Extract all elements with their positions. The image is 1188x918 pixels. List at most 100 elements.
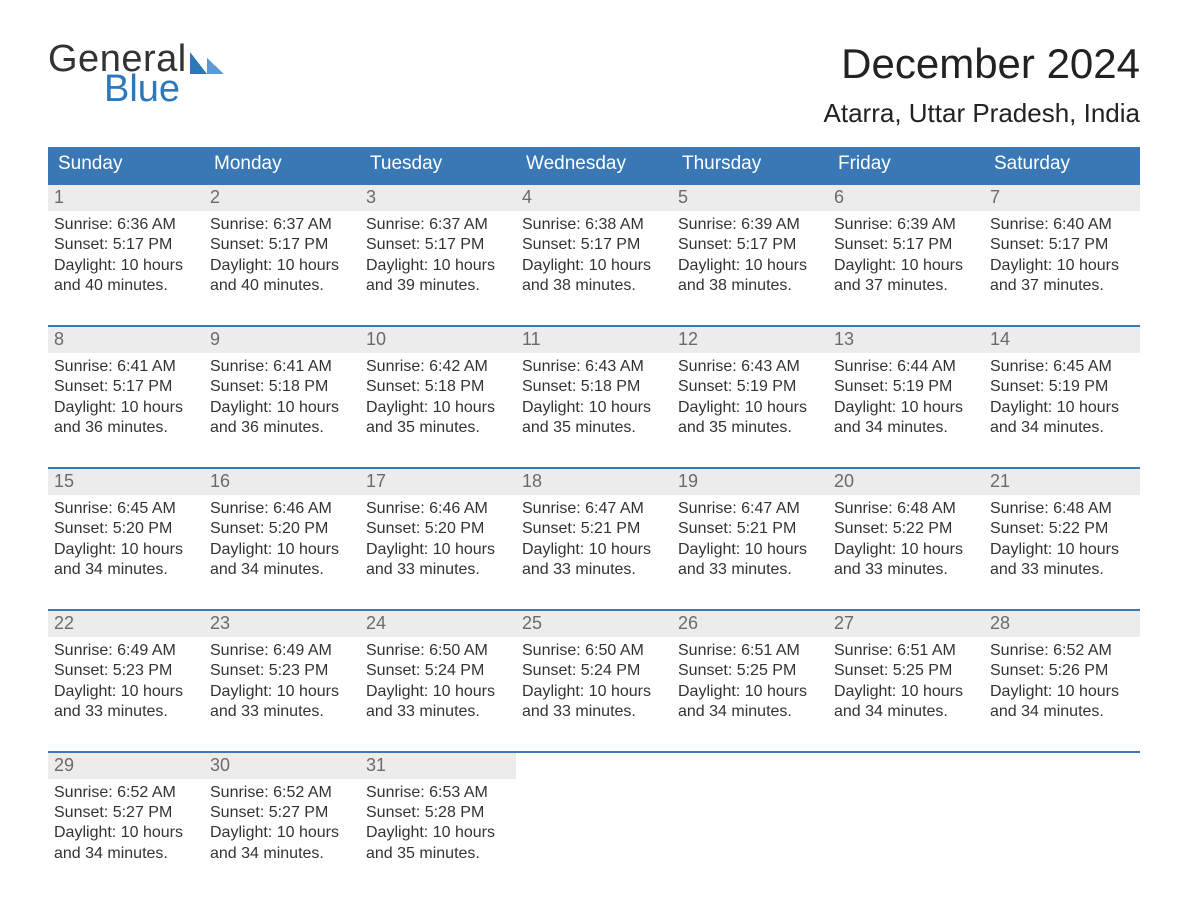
- sunrise-line: Sunrise: 6:43 AM: [678, 357, 822, 377]
- sunrise-line: Sunrise: 6:37 AM: [366, 215, 510, 235]
- day-body: Sunrise: 6:52 AMSunset: 5:27 PMDaylight:…: [48, 779, 204, 893]
- calendar-page: General Blue December 2024 Atarra, Uttar…: [0, 0, 1188, 912]
- sunrise-line: Sunrise: 6:46 AM: [210, 499, 354, 519]
- day-number: 2: [204, 185, 360, 211]
- day-body: Sunrise: 6:41 AMSunset: 5:18 PMDaylight:…: [204, 353, 360, 467]
- sunrise-line: Sunrise: 6:45 AM: [54, 499, 198, 519]
- sunset-line: Sunset: 5:17 PM: [522, 235, 666, 255]
- day-body: Sunrise: 6:47 AMSunset: 5:21 PMDaylight:…: [672, 495, 828, 609]
- sunset-line: Sunset: 5:18 PM: [522, 377, 666, 397]
- sunset-line: Sunset: 5:17 PM: [54, 377, 198, 397]
- week-row: 29Sunrise: 6:52 AMSunset: 5:27 PMDayligh…: [48, 751, 1140, 893]
- day-number: 17: [360, 469, 516, 495]
- day-cell: 6Sunrise: 6:39 AMSunset: 5:17 PMDaylight…: [828, 185, 984, 325]
- day-number: 31: [360, 753, 516, 779]
- sunset-line: Sunset: 5:21 PM: [522, 519, 666, 539]
- sunrise-line: Sunrise: 6:51 AM: [834, 641, 978, 661]
- day-cell: 1Sunrise: 6:36 AMSunset: 5:17 PMDaylight…: [48, 185, 204, 325]
- day-body: Sunrise: 6:42 AMSunset: 5:18 PMDaylight:…: [360, 353, 516, 467]
- day-number: 1: [48, 185, 204, 211]
- sunrise-line: Sunrise: 6:52 AM: [990, 641, 1134, 661]
- day-cell: 15Sunrise: 6:45 AMSunset: 5:20 PMDayligh…: [48, 469, 204, 609]
- daylight-line: Daylight: 10 hours and 34 minutes.: [54, 540, 198, 581]
- day-cell: 9Sunrise: 6:41 AMSunset: 5:18 PMDaylight…: [204, 327, 360, 467]
- weekday-header: Monday: [204, 147, 360, 183]
- day-cell: 13Sunrise: 6:44 AMSunset: 5:19 PMDayligh…: [828, 327, 984, 467]
- sunrise-line: Sunrise: 6:41 AM: [210, 357, 354, 377]
- day-cell: 23Sunrise: 6:49 AMSunset: 5:23 PMDayligh…: [204, 611, 360, 751]
- sunset-line: Sunset: 5:20 PM: [366, 519, 510, 539]
- day-body: Sunrise: 6:37 AMSunset: 5:17 PMDaylight:…: [360, 211, 516, 325]
- day-number: 21: [984, 469, 1140, 495]
- title-location: Atarra, Uttar Pradesh, India: [824, 98, 1140, 129]
- day-number: 25: [516, 611, 672, 637]
- sunset-line: Sunset: 5:17 PM: [210, 235, 354, 255]
- sunset-line: Sunset: 5:17 PM: [366, 235, 510, 255]
- day-cell: 16Sunrise: 6:46 AMSunset: 5:20 PMDayligh…: [204, 469, 360, 609]
- day-cell: [516, 753, 672, 893]
- day-cell: 5Sunrise: 6:39 AMSunset: 5:17 PMDaylight…: [672, 185, 828, 325]
- daylight-line: Daylight: 10 hours and 34 minutes.: [990, 398, 1134, 439]
- day-body: Sunrise: 6:48 AMSunset: 5:22 PMDaylight:…: [984, 495, 1140, 609]
- sunset-line: Sunset: 5:25 PM: [834, 661, 978, 681]
- day-body: Sunrise: 6:48 AMSunset: 5:22 PMDaylight:…: [828, 495, 984, 609]
- day-cell: 10Sunrise: 6:42 AMSunset: 5:18 PMDayligh…: [360, 327, 516, 467]
- day-body: Sunrise: 6:52 AMSunset: 5:26 PMDaylight:…: [984, 637, 1140, 751]
- day-cell: [984, 753, 1140, 893]
- daylight-line: Daylight: 10 hours and 34 minutes.: [990, 682, 1134, 723]
- weekday-header: Friday: [828, 147, 984, 183]
- weekday-header-row: Sunday Monday Tuesday Wednesday Thursday…: [48, 147, 1140, 183]
- sunset-line: Sunset: 5:18 PM: [210, 377, 354, 397]
- day-body: Sunrise: 6:43 AMSunset: 5:19 PMDaylight:…: [672, 353, 828, 467]
- sunset-line: Sunset: 5:23 PM: [210, 661, 354, 681]
- week-row: 1Sunrise: 6:36 AMSunset: 5:17 PMDaylight…: [48, 183, 1140, 325]
- sunrise-line: Sunrise: 6:43 AM: [522, 357, 666, 377]
- daylight-line: Daylight: 10 hours and 35 minutes.: [678, 398, 822, 439]
- daylight-line: Daylight: 10 hours and 34 minutes.: [834, 682, 978, 723]
- sunset-line: Sunset: 5:17 PM: [678, 235, 822, 255]
- daylight-line: Daylight: 10 hours and 33 minutes.: [990, 540, 1134, 581]
- day-number: 3: [360, 185, 516, 211]
- day-body: Sunrise: 6:49 AMSunset: 5:23 PMDaylight:…: [48, 637, 204, 751]
- day-cell: 29Sunrise: 6:52 AMSunset: 5:27 PMDayligh…: [48, 753, 204, 893]
- day-body: Sunrise: 6:47 AMSunset: 5:21 PMDaylight:…: [516, 495, 672, 609]
- day-cell: 12Sunrise: 6:43 AMSunset: 5:19 PMDayligh…: [672, 327, 828, 467]
- sunrise-line: Sunrise: 6:45 AM: [990, 357, 1134, 377]
- daylight-line: Daylight: 10 hours and 38 minutes.: [678, 256, 822, 297]
- day-cell: 20Sunrise: 6:48 AMSunset: 5:22 PMDayligh…: [828, 469, 984, 609]
- sunset-line: Sunset: 5:19 PM: [990, 377, 1134, 397]
- sunset-line: Sunset: 5:23 PM: [54, 661, 198, 681]
- daylight-line: Daylight: 10 hours and 33 minutes.: [54, 682, 198, 723]
- day-number: 13: [828, 327, 984, 353]
- weekday-header: Saturday: [984, 147, 1140, 183]
- daylight-line: Daylight: 10 hours and 33 minutes.: [366, 682, 510, 723]
- day-cell: 21Sunrise: 6:48 AMSunset: 5:22 PMDayligh…: [984, 469, 1140, 609]
- weekday-header: Wednesday: [516, 147, 672, 183]
- sunset-line: Sunset: 5:19 PM: [678, 377, 822, 397]
- daylight-line: Daylight: 10 hours and 33 minutes.: [522, 540, 666, 581]
- day-body: Sunrise: 6:51 AMSunset: 5:25 PMDaylight:…: [672, 637, 828, 751]
- sunset-line: Sunset: 5:25 PM: [678, 661, 822, 681]
- daylight-line: Daylight: 10 hours and 34 minutes.: [834, 398, 978, 439]
- day-number: 9: [204, 327, 360, 353]
- day-cell: 3Sunrise: 6:37 AMSunset: 5:17 PMDaylight…: [360, 185, 516, 325]
- day-cell: 19Sunrise: 6:47 AMSunset: 5:21 PMDayligh…: [672, 469, 828, 609]
- day-body: Sunrise: 6:37 AMSunset: 5:17 PMDaylight:…: [204, 211, 360, 325]
- sunrise-line: Sunrise: 6:48 AM: [990, 499, 1134, 519]
- day-cell: 26Sunrise: 6:51 AMSunset: 5:25 PMDayligh…: [672, 611, 828, 751]
- day-body: Sunrise: 6:46 AMSunset: 5:20 PMDaylight:…: [204, 495, 360, 609]
- daylight-line: Daylight: 10 hours and 33 minutes.: [522, 682, 666, 723]
- day-cell: 4Sunrise: 6:38 AMSunset: 5:17 PMDaylight…: [516, 185, 672, 325]
- day-cell: 30Sunrise: 6:52 AMSunset: 5:27 PMDayligh…: [204, 753, 360, 893]
- sunrise-line: Sunrise: 6:48 AM: [834, 499, 978, 519]
- sunrise-line: Sunrise: 6:52 AM: [210, 783, 354, 803]
- sunset-line: Sunset: 5:27 PM: [54, 803, 198, 823]
- daylight-line: Daylight: 10 hours and 40 minutes.: [210, 256, 354, 297]
- sunset-line: Sunset: 5:17 PM: [990, 235, 1134, 255]
- day-number: 8: [48, 327, 204, 353]
- daylight-line: Daylight: 10 hours and 34 minutes.: [210, 823, 354, 864]
- day-body: Sunrise: 6:49 AMSunset: 5:23 PMDaylight:…: [204, 637, 360, 751]
- day-number: 7: [984, 185, 1140, 211]
- brand-flag-icon: [190, 52, 224, 74]
- title-block: December 2024 Atarra, Uttar Pradesh, Ind…: [824, 40, 1140, 129]
